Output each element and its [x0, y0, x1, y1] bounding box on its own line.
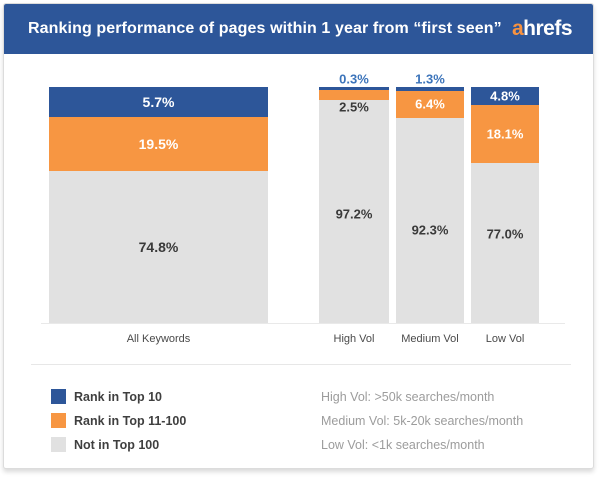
legend-swatch-top11-100-icon: [51, 413, 66, 428]
legend-swatch-not-top100-icon: [51, 437, 66, 452]
legend-divider: [31, 364, 571, 365]
value-label: 92.3%: [411, 222, 449, 238]
segment-not-in-top-100: [319, 100, 389, 323]
bar-medium-vol: [396, 87, 464, 323]
legend-item-not-top100: Not in Top 100: [51, 437, 186, 452]
note-medium-vol: Medium Vol: 5k-20k searches/month: [321, 413, 524, 428]
value-label: 6.4%: [415, 96, 445, 112]
note-low-vol: Low Vol: <1k searches/month: [321, 437, 485, 452]
segment-rank-in-top-11-100: [49, 117, 268, 171]
legend-label: Rank in Top 11-100: [74, 413, 187, 428]
value-label: 77.0%: [486, 226, 524, 242]
segment-rank-in-top-11-100: [319, 90, 389, 100]
segment-not-in-top-100: [49, 171, 268, 323]
category-label-medium-vol: Medium Vol: [401, 333, 459, 345]
value-label: 0.3%: [339, 71, 369, 87]
value-label: 4.8%: [490, 88, 520, 104]
legend-item-top11-100: Rank in Top 11-100: [51, 413, 186, 428]
header-bar: Ranking performance of pages within 1 ye…: [4, 4, 593, 54]
segment-not-in-top-100: [471, 163, 539, 323]
segment-rank-in-top-10: [396, 87, 464, 91]
value-label: 18.1%: [486, 126, 524, 142]
value-label: 19.5%: [138, 136, 179, 152]
segment-rank-in-top-11-100: [471, 105, 539, 163]
bar-all-keywords: [49, 87, 268, 323]
ahrefs-logo-a: a: [511, 17, 524, 40]
segment-rank-in-top-10: [49, 87, 268, 117]
chart-title: Ranking performance of pages within 1 ye…: [28, 20, 502, 37]
stacked-bar-chart: 5.7% 19.5% 74.8% All Keywords 0.3% 2.5% 97.2% H…: [4, 4, 593, 468]
value-label: 74.8%: [138, 239, 179, 255]
legend-swatch-top10-icon: [51, 389, 66, 404]
value-label: 2.5%: [339, 99, 369, 115]
category-label-all-keywords: All Keywords: [126, 333, 191, 345]
legend-item-top10: Rank in Top 10: [51, 389, 186, 404]
bar-high-vol: [319, 87, 389, 323]
value-label: 97.2%: [335, 206, 373, 222]
note-high-vol: High Vol: >50k searches/month: [321, 389, 495, 404]
category-label-high-vol: High Vol: [333, 333, 375, 345]
ahrefs-logo: ahrefs: [511, 17, 573, 41]
bar-low-vol: [471, 87, 539, 323]
legend: Rank in Top 10 Rank in Top 11-100 Not in…: [51, 389, 186, 461]
ahrefs-logo-rest: hrefs: [523, 17, 572, 40]
segment-rank-in-top-10: [319, 87, 389, 90]
legend-label: Rank in Top 10: [74, 389, 162, 404]
category-label-low-vol: Low Vol: [485, 333, 525, 345]
legend-label: Not in Top 100: [74, 437, 160, 452]
chart-card: Ranking performance of pages within 1 ye…: [3, 3, 594, 469]
x-axis-baseline: [41, 323, 565, 324]
segment-rank-in-top-10: [471, 87, 539, 105]
value-label: 5.7%: [142, 94, 175, 110]
volume-definitions: High Vol: >50k searches/month Medium Vol…: [321, 389, 523, 461]
segment-rank-in-top-11-100: [396, 91, 464, 118]
value-label: 1.3%: [415, 71, 445, 87]
segment-not-in-top-100: [396, 118, 464, 323]
